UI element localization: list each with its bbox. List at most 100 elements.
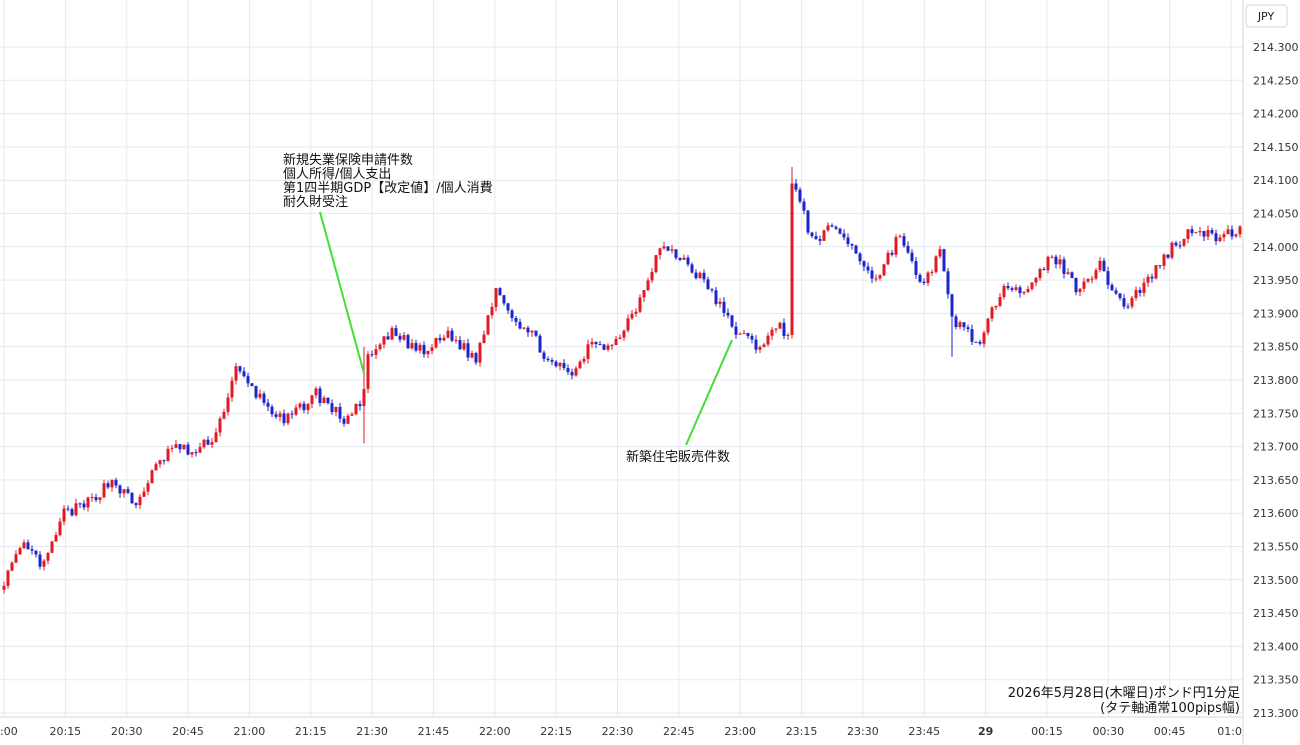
candle-body <box>790 183 794 335</box>
x-tick-label: 00:15 <box>1031 725 1063 738</box>
candle-body <box>1066 272 1070 274</box>
candle-body <box>990 307 994 319</box>
x-tick-label: 00:45 <box>1154 725 1186 738</box>
candle-body <box>246 376 250 384</box>
y-tick-label: 214.200 <box>1253 108 1299 121</box>
candle-body <box>1058 259 1062 265</box>
candle-body <box>810 232 814 237</box>
currency-label: JPY <box>1257 10 1275 23</box>
x-tick-label: 20:45 <box>172 725 204 738</box>
candle-body <box>950 294 954 317</box>
candle-body <box>414 343 418 351</box>
candle-body <box>486 315 490 335</box>
x-tick-label: 23:00 <box>724 725 756 738</box>
candle-body <box>742 333 746 335</box>
candle-body <box>546 358 550 361</box>
candle-body <box>278 413 282 417</box>
candle-body <box>774 328 778 330</box>
x-tick-label: 22:30 <box>602 725 634 738</box>
candle-body <box>498 288 502 296</box>
candle-body <box>570 372 574 376</box>
y-tick-label: 213.400 <box>1253 640 1299 653</box>
candle-body <box>942 249 946 272</box>
annotation-line <box>319 211 365 374</box>
candle-body <box>638 297 642 312</box>
candle-body <box>578 361 582 369</box>
candle-body <box>226 397 230 412</box>
candle-body <box>1122 298 1126 307</box>
annotation-text: 新築住宅販売件数 <box>626 449 730 465</box>
x-tick-label: 22:15 <box>540 725 572 738</box>
x-tick-label: 29 <box>978 725 993 738</box>
candle-body <box>250 383 254 387</box>
candle-body <box>1006 286 1010 289</box>
candle-body <box>6 570 10 586</box>
candle-body <box>678 257 682 260</box>
candle-body <box>898 236 902 238</box>
candle-body <box>770 329 774 336</box>
candle-body <box>266 402 270 407</box>
candle-body <box>458 340 462 350</box>
candle-body <box>118 485 122 494</box>
candle-body <box>22 542 26 549</box>
candle-body <box>854 245 858 254</box>
candle-body <box>110 479 114 488</box>
candle-body <box>886 252 890 265</box>
candle-body <box>66 508 70 510</box>
candle-body <box>830 225 834 227</box>
candle-body <box>806 210 810 233</box>
candle-body <box>794 183 798 190</box>
y-tick-label: 213.600 <box>1253 507 1299 520</box>
candle-body <box>906 245 910 253</box>
candle-body <box>550 360 554 362</box>
candle-body <box>982 332 986 344</box>
candle-body <box>90 497 94 499</box>
candle-body <box>42 560 46 567</box>
candle-body <box>1206 230 1210 237</box>
candle-body <box>506 303 510 311</box>
candle-body <box>446 330 450 338</box>
x-tick-label: :00 <box>0 725 18 738</box>
candle-body <box>382 336 386 345</box>
candle-body <box>314 388 318 396</box>
candle-body <box>1098 260 1102 271</box>
candle-body <box>862 261 866 267</box>
candle-body <box>338 406 342 419</box>
candle-body <box>730 315 734 327</box>
candle-body <box>530 330 534 333</box>
caption-line-2: (タテ軸通常100pips幅) <box>1100 701 1240 716</box>
candle-body <box>370 354 374 356</box>
candle-body <box>654 255 658 273</box>
candle-body <box>114 479 118 486</box>
candle-body <box>1106 271 1110 285</box>
candle-body <box>786 334 790 336</box>
candle-body <box>738 333 742 335</box>
candle-body <box>798 189 802 202</box>
candle-body <box>58 521 62 536</box>
candle-body <box>98 497 102 500</box>
candle-body <box>518 321 522 329</box>
candle-body <box>1146 276 1150 283</box>
candle-body <box>710 289 714 291</box>
candle-body <box>634 311 638 314</box>
candle-body <box>354 404 358 415</box>
candle-body <box>1238 226 1242 235</box>
candle-body <box>814 236 818 240</box>
candle-body <box>582 358 586 362</box>
candle-body <box>130 492 134 504</box>
candle-body <box>1234 234 1238 237</box>
candle-body <box>994 305 998 308</box>
candle-body <box>590 341 594 345</box>
candle-body <box>298 403 302 408</box>
candle-body <box>1062 259 1066 274</box>
candle-body <box>650 272 654 281</box>
x-tick-label: 21:15 <box>295 725 327 738</box>
y-tick-label: 214.150 <box>1253 141 1299 154</box>
candle-body <box>274 414 278 417</box>
candle-body <box>394 328 398 336</box>
candle-body <box>34 550 38 555</box>
candle-body <box>598 344 602 346</box>
candle-body <box>126 489 130 493</box>
candle-body <box>926 272 930 284</box>
